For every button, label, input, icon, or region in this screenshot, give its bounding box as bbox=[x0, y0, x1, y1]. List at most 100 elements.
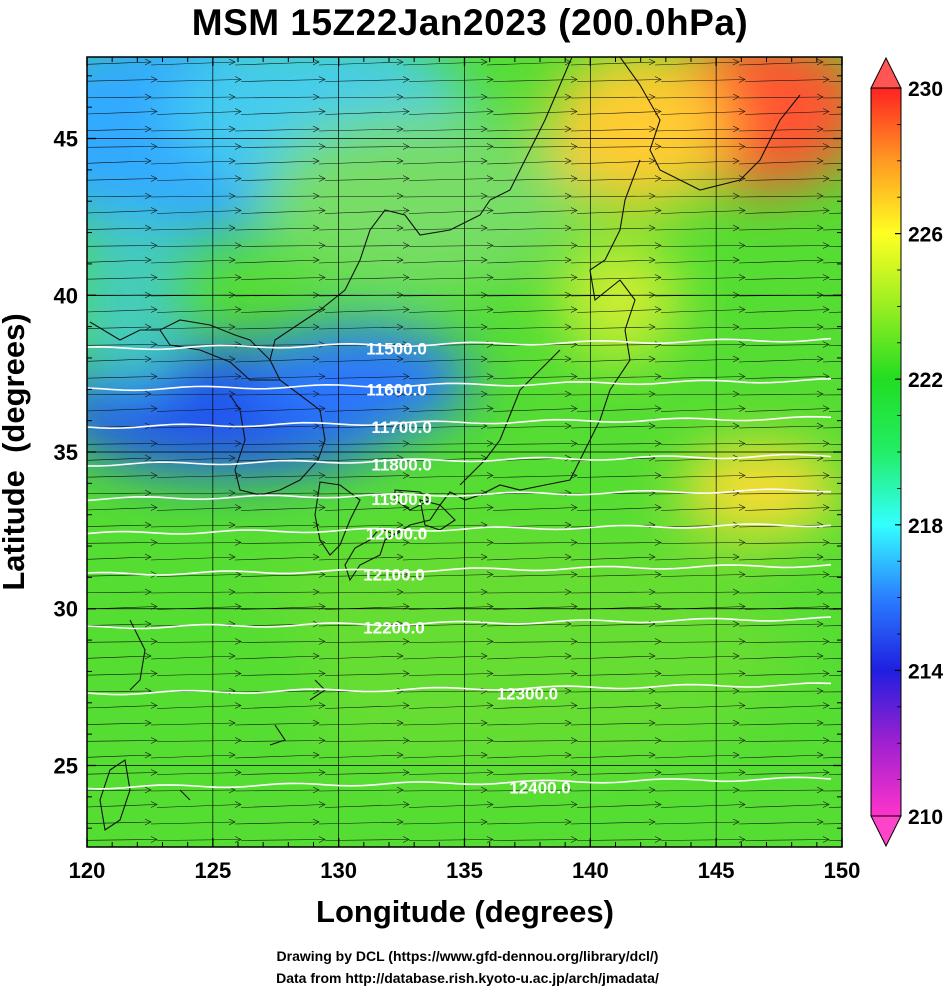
wind-arrow bbox=[744, 344, 830, 346]
wind-arrowhead bbox=[822, 76, 830, 83]
wind-arrowhead bbox=[150, 175, 158, 182]
wind-arrow bbox=[486, 425, 572, 429]
wind-arrowhead bbox=[907, 837, 913, 843]
wind-arrow bbox=[318, 754, 404, 759]
wind-arrowhead bbox=[654, 737, 662, 744]
wind-arrow bbox=[492, 475, 578, 478]
wind-arrow bbox=[570, 722, 656, 726]
wind-arrowhead bbox=[816, 192, 824, 200]
wind-arrowhead bbox=[732, 719, 740, 727]
wind-arrow bbox=[738, 556, 824, 561]
wind-arrow bbox=[240, 574, 326, 577]
colorbar-upper-extend bbox=[870, 56, 902, 89]
wind-arrow bbox=[402, 556, 488, 561]
wind-arrow bbox=[486, 754, 572, 759]
wind-arrow bbox=[654, 128, 740, 132]
wind-arrow bbox=[738, 96, 824, 99]
contour-line bbox=[87, 616, 832, 630]
wind-arrow bbox=[234, 96, 320, 99]
wind-arrow bbox=[576, 804, 662, 808]
wind-arrow bbox=[822, 625, 842, 627]
wind-arrowhead bbox=[318, 571, 326, 578]
wind-arrowhead bbox=[907, 770, 913, 776]
wind-arrowhead bbox=[564, 192, 572, 200]
wind-arrow bbox=[492, 443, 578, 445]
wind-arrow bbox=[156, 839, 242, 841]
wind-arrowhead bbox=[732, 818, 740, 826]
wind-arrow bbox=[660, 705, 746, 709]
wind-arrowhead bbox=[564, 818, 572, 826]
wind-arrow bbox=[660, 408, 746, 412]
wind-arrowhead bbox=[312, 93, 320, 101]
wind-arrow bbox=[156, 507, 242, 511]
wind-arrowhead bbox=[234, 737, 242, 744]
wind-arrowhead bbox=[480, 192, 488, 200]
wind-arrowhead bbox=[738, 373, 746, 380]
wind-arrowhead bbox=[732, 422, 740, 430]
wind-arrow bbox=[576, 507, 662, 511]
x-tick-label: 150 bbox=[824, 858, 861, 883]
wind-arrowhead bbox=[738, 737, 746, 744]
wind-arrowhead bbox=[648, 323, 656, 331]
wind-arrowhead bbox=[318, 274, 326, 281]
wind-arrowhead bbox=[234, 306, 242, 313]
wind-arrowhead bbox=[144, 652, 152, 660]
wind-arrowhead bbox=[312, 390, 320, 398]
wind-arrow bbox=[87, 606, 158, 610]
wind-arrow bbox=[402, 96, 488, 99]
wind-arrow bbox=[570, 789, 656, 792]
wind-arrowhead bbox=[144, 93, 152, 101]
colorbar-tick-label: 226 bbox=[908, 224, 943, 247]
wind-arrow bbox=[87, 507, 158, 511]
wind-arrowhead bbox=[402, 539, 410, 546]
wind-arrow bbox=[156, 210, 242, 214]
wind-arrowhead bbox=[480, 652, 488, 660]
wind-arrowhead bbox=[816, 58, 824, 66]
contour-label: 12200.0 bbox=[363, 619, 424, 638]
wind-arrowhead bbox=[816, 687, 824, 695]
wind-arrowhead bbox=[150, 702, 158, 709]
wind-arrow bbox=[738, 789, 824, 792]
wind-arrowhead bbox=[228, 489, 236, 497]
wind-arrow bbox=[408, 673, 494, 676]
wind-arrow bbox=[318, 160, 404, 165]
wind-arrow bbox=[318, 789, 404, 792]
wind-arrow bbox=[318, 623, 404, 627]
wind-arrowhead bbox=[234, 801, 242, 808]
wind-arrow bbox=[822, 262, 842, 264]
wind-arrowhead bbox=[480, 157, 488, 165]
wind-arrow bbox=[87, 754, 152, 758]
wind-arrow bbox=[402, 754, 488, 759]
wind-arrow bbox=[240, 178, 326, 181]
wind-arrow bbox=[492, 309, 578, 313]
wind-arrowhead bbox=[648, 355, 656, 363]
wind-arrowhead bbox=[480, 58, 488, 66]
wind-arrowhead bbox=[312, 192, 320, 200]
wind-arrowhead bbox=[564, 719, 572, 727]
wind-arrowhead bbox=[907, 505, 913, 511]
wind-arrowhead bbox=[901, 126, 907, 132]
wind-arrowhead bbox=[648, 751, 656, 759]
wind-arrowhead bbox=[234, 108, 242, 115]
wind-arrow bbox=[156, 673, 242, 676]
wind-arrowhead bbox=[486, 207, 494, 214]
wind-arrow bbox=[570, 754, 656, 759]
wind-arrow bbox=[156, 309, 242, 313]
wind-arrowhead bbox=[402, 108, 410, 115]
wind-arrowhead bbox=[732, 93, 740, 101]
wind-arrow bbox=[822, 823, 842, 825]
wind-arrowhead bbox=[228, 58, 236, 66]
wind-arrow bbox=[150, 556, 236, 561]
wind-arrowhead bbox=[396, 390, 404, 398]
wind-arrowhead bbox=[234, 539, 242, 546]
wind-arrowhead bbox=[318, 769, 326, 776]
wind-arrow bbox=[822, 526, 842, 528]
wind-arrow bbox=[150, 821, 236, 825]
wind-arrow bbox=[744, 475, 830, 478]
contour-label: 12400.0 bbox=[509, 778, 570, 797]
wind-arrowhead bbox=[816, 93, 824, 101]
wind-arrowhead bbox=[732, 355, 740, 363]
wind-arrowhead bbox=[312, 224, 320, 232]
wind-arrowhead bbox=[396, 157, 404, 165]
wind-arrow bbox=[660, 772, 746, 775]
